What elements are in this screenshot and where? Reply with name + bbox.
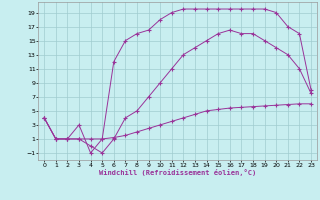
X-axis label: Windchill (Refroidissement éolien,°C): Windchill (Refroidissement éolien,°C) (99, 169, 256, 176)
